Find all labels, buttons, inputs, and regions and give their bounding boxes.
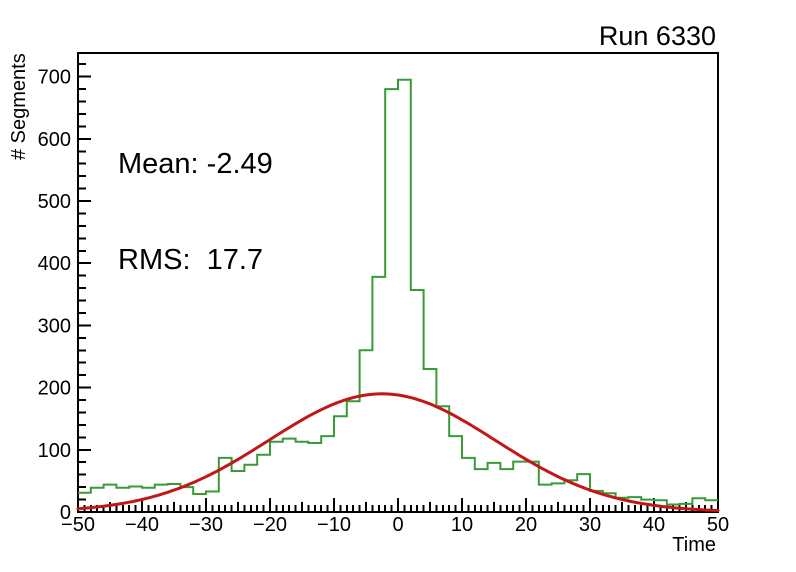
plot-frame <box>77 52 719 513</box>
stat-mean: Mean: -2.49 <box>118 148 273 180</box>
y-axis-title: # Segments <box>8 53 30 160</box>
x-tick-label: 0 <box>392 514 403 536</box>
y-tick-label: 100 <box>38 440 71 462</box>
frame-rect <box>77 52 719 513</box>
axis-ticks <box>77 63 719 513</box>
y-tick-label: 400 <box>38 253 71 275</box>
plot-title: Run 6330 <box>598 21 716 51</box>
stat-rms: RMS: 17.7 <box>118 244 264 276</box>
x-tick-label: −20 <box>253 514 287 536</box>
y-tick-label: 0 <box>60 502 71 524</box>
tick-labels: 0 100 200 300 400 500 600 700 −50 −40 −30 −20 −10 0 10… <box>38 67 730 536</box>
data-series <box>76 78 720 512</box>
x-tick-label: −40 <box>125 514 159 536</box>
x-tick-label: 20 <box>515 514 537 536</box>
fit-curve <box>76 392 720 512</box>
y-tick-label: 600 <box>38 129 71 151</box>
y-tick-label: 200 <box>38 378 71 400</box>
y-tick-label: 300 <box>38 315 71 337</box>
x-tick-label: −50 <box>61 514 95 536</box>
x-axis-title: Time <box>672 534 716 556</box>
y-tick-label: 500 <box>38 191 71 213</box>
x-tick-label: 10 <box>451 514 473 536</box>
x-tick-label: 30 <box>579 514 601 536</box>
stats-box: Mean: -2.49 RMS: 17.7 <box>118 84 273 340</box>
x-tick-label: −30 <box>189 514 223 536</box>
y-tick-label: 700 <box>38 67 71 89</box>
x-tick-label: −10 <box>317 514 351 536</box>
x-tick-label: 50 <box>707 514 729 536</box>
x-tick-label: 40 <box>643 514 665 536</box>
